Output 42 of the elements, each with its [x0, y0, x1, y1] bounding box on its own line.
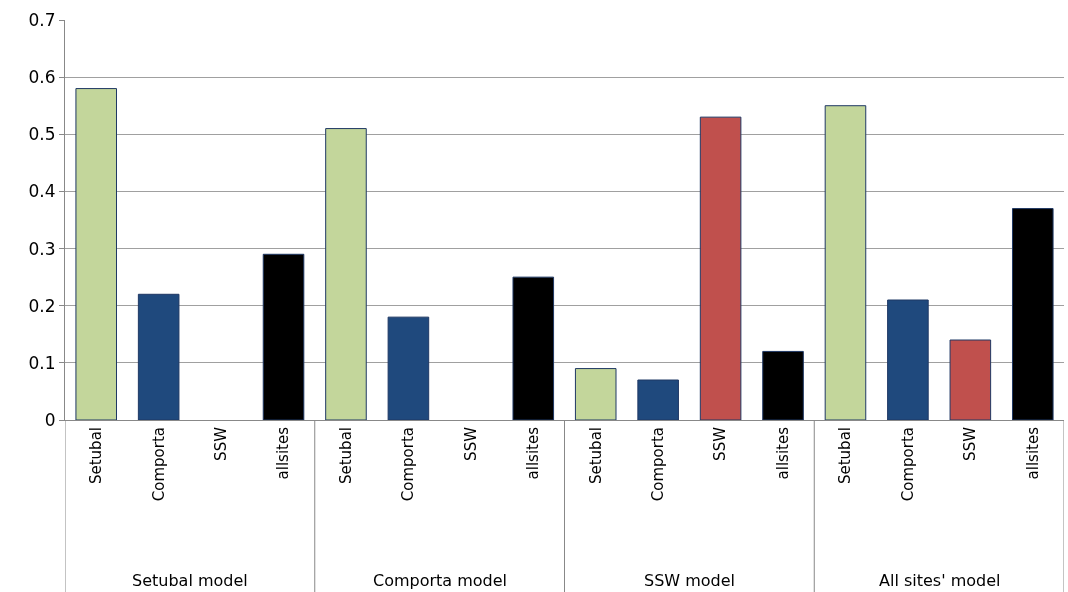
bar [762, 350, 804, 420]
bar [1011, 208, 1054, 420]
text: SSW model [644, 571, 736, 590]
y-tick-label: 0.7 [28, 9, 56, 30]
x-tick-label: Comporta [649, 427, 668, 502]
y-tick-label: 0.4 [28, 181, 56, 202]
bar [137, 293, 180, 420]
x-tick-label: allsites [274, 426, 293, 480]
bar [887, 299, 929, 420]
x-tick-label: Setubal [87, 427, 106, 485]
x-tick-label: Setubal [836, 427, 855, 485]
bar [949, 339, 992, 420]
y-tick-label: 0.1 [28, 352, 56, 373]
x-tick-label: Setubal [336, 427, 355, 485]
x-tick-label: SSW [961, 426, 980, 461]
x-tick-label: allsites [773, 426, 792, 480]
y-tick-label: 0.3 [28, 238, 56, 259]
y-tick-label: 0.6 [28, 67, 56, 88]
x-tick-label: Comporta [399, 427, 418, 502]
bar [824, 105, 867, 420]
x-tick-label: Comporta [149, 427, 168, 502]
bar [574, 368, 617, 420]
x-tick-label: SSW [711, 426, 730, 461]
y-tick-label: 0.5 [28, 124, 56, 145]
bar [75, 88, 118, 420]
bar [699, 116, 742, 420]
x-tick-label: Comporta [898, 427, 917, 502]
x-tick-label: SSW [211, 426, 230, 461]
text: All sites' model [879, 571, 1001, 590]
x-tick-label: allsites [524, 426, 543, 480]
x-tick-label: allsites [1023, 426, 1042, 480]
x-tick-label: Setubal [586, 427, 605, 485]
bar [325, 128, 367, 420]
x-tick-label: SSW [461, 426, 480, 461]
y-tick-label: 0 [44, 409, 56, 430]
text: Comporta model [373, 571, 508, 590]
bar [387, 316, 430, 420]
bar [512, 276, 555, 420]
y-tick-label: 0.2 [28, 295, 56, 316]
text: Setubal model [132, 571, 248, 590]
bar [637, 379, 679, 420]
bar [262, 253, 305, 420]
